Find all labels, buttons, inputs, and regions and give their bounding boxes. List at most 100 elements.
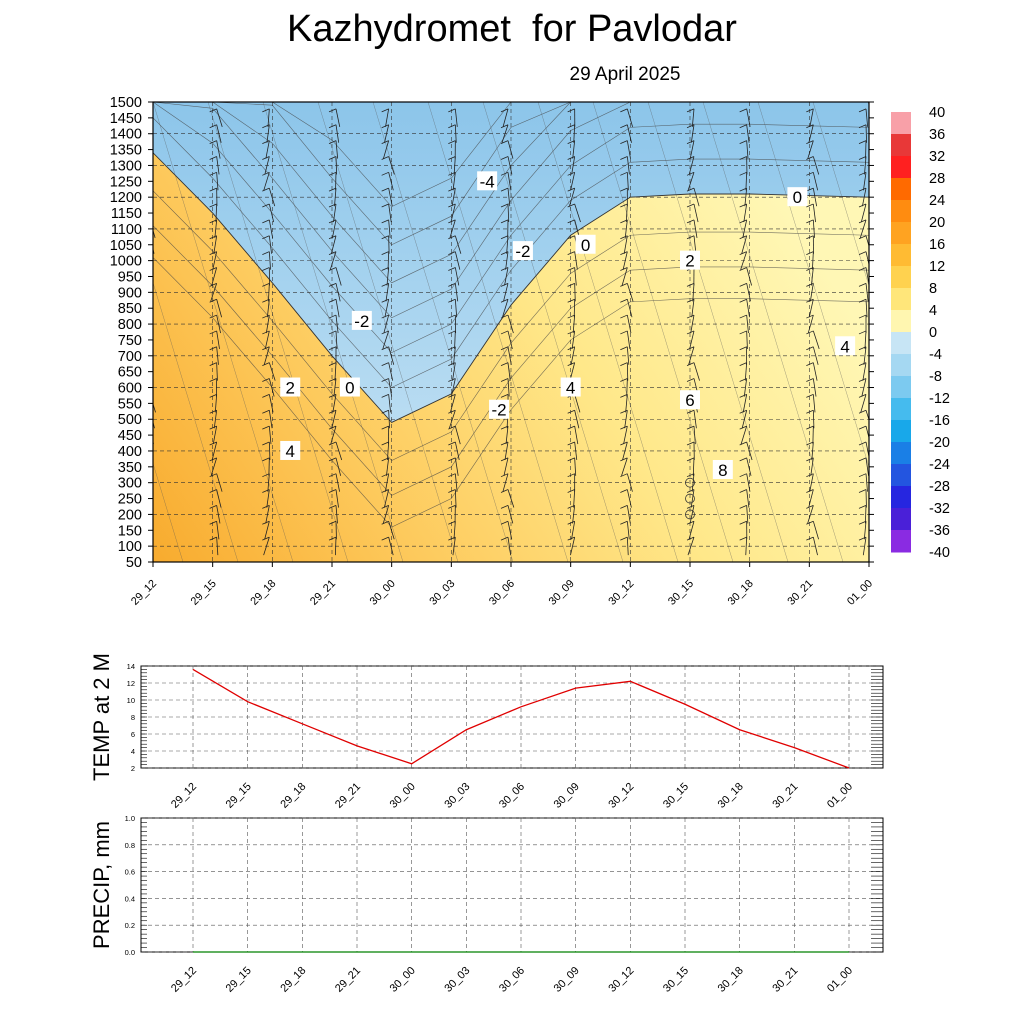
wind-barb-flag xyxy=(858,267,867,271)
wind-barb-flag xyxy=(620,235,628,240)
wind-barb xyxy=(689,330,695,350)
wind-barb xyxy=(268,378,275,397)
wind-barb xyxy=(216,537,219,556)
wind-barb-flag xyxy=(620,108,628,113)
contour-label-bg-1 xyxy=(512,241,533,261)
wind-barb-flag xyxy=(806,378,814,382)
wind-barb-flag xyxy=(328,219,337,224)
wind-barb-flag xyxy=(567,219,575,224)
wind-barb xyxy=(626,156,630,175)
wind-barb-flag xyxy=(143,379,150,382)
wind-barb xyxy=(807,314,814,334)
wind-barb-flag xyxy=(806,346,814,351)
wind-barb xyxy=(330,425,337,445)
wind-barb xyxy=(690,489,695,508)
wind-barb xyxy=(216,330,220,349)
wind-barb-flag xyxy=(381,108,389,113)
wind-barb-flag xyxy=(739,187,747,192)
wind-barb-flag xyxy=(806,108,814,113)
y-tick-label: 1400 xyxy=(110,127,142,143)
contour-label-10: 6 xyxy=(685,391,694,410)
wind-barb-flag xyxy=(328,520,337,525)
wind-barb-flag xyxy=(448,124,456,129)
wind-barb-flag xyxy=(262,473,270,478)
temp-panel-x-label: 29_18 xyxy=(278,781,308,811)
wind-barb-flag xyxy=(381,378,389,382)
wind-barb xyxy=(693,362,700,381)
wind-barb-flag xyxy=(328,124,337,129)
wind-barb xyxy=(861,378,867,397)
wind-barb-flag xyxy=(448,330,456,335)
wind-barb xyxy=(454,330,456,349)
wind-barb xyxy=(213,410,218,429)
wind-barb-flag xyxy=(448,489,456,493)
wind-barb-flag xyxy=(686,171,695,176)
wind-barb xyxy=(263,346,270,365)
wind-barb-flag xyxy=(262,187,270,192)
wind-barb xyxy=(693,219,698,238)
wind-barb-flag xyxy=(806,362,814,367)
y-tick-label: 300 xyxy=(118,476,142,492)
wind-barb-flag xyxy=(209,378,217,382)
y-tick-label: 700 xyxy=(118,349,142,365)
wind-barb xyxy=(809,283,814,302)
wind-barb xyxy=(574,267,577,286)
wind-barb-flag xyxy=(381,520,389,525)
wind-barb-flag xyxy=(567,536,575,541)
wind-barb-flag xyxy=(620,251,628,255)
wind-barb xyxy=(268,251,271,270)
wind-barb xyxy=(504,267,509,286)
wind-barb-flag xyxy=(686,378,695,382)
colorbar-swatch-4 xyxy=(891,200,911,223)
colorbar-label: -8 xyxy=(929,369,942,385)
wind-barb xyxy=(690,124,695,143)
wind-barb-flag xyxy=(209,520,217,525)
wind-barb xyxy=(507,314,514,334)
precip-panel-y-label: 1.0 xyxy=(125,814,135,823)
colorbar-swatch-14 xyxy=(891,420,911,443)
wind-barb xyxy=(388,394,392,413)
temp-panel-x-label: 29_21 xyxy=(333,781,363,811)
wind-barb xyxy=(267,473,270,492)
wind-barb-flag xyxy=(500,235,509,240)
colorbar-swatch-17 xyxy=(891,486,911,509)
wind-barb xyxy=(626,378,628,397)
wind-barb-flag xyxy=(328,298,337,303)
y-tick-label: 850 xyxy=(118,301,142,317)
precip-panel-frame xyxy=(140,817,884,953)
wind-barb-flag xyxy=(209,489,217,493)
wind-barb xyxy=(863,172,867,191)
wind-barb-flag xyxy=(858,124,867,129)
wind-barb-flag xyxy=(567,235,575,240)
wind-barb xyxy=(744,362,748,381)
wind-barb-flag xyxy=(328,156,337,160)
wind-barb-flag xyxy=(858,425,867,430)
wind-barb-flag xyxy=(381,330,389,335)
wind-barb xyxy=(449,394,456,413)
precip-panel-x-label: 30_06 xyxy=(497,965,527,995)
wind-barb xyxy=(214,219,218,238)
wind-barb xyxy=(216,314,221,334)
contour-label-bg-13 xyxy=(712,460,733,479)
wind-barb xyxy=(330,235,337,254)
y-tick-label: 1300 xyxy=(110,158,142,174)
wind-barb xyxy=(571,330,576,349)
wind-barb-flag xyxy=(143,236,150,239)
wind-barb xyxy=(268,188,276,207)
wind-barb-flag xyxy=(262,330,270,335)
wind-barb xyxy=(215,204,218,223)
precip-panel-y-label: 0.6 xyxy=(125,868,135,877)
colorbar-label: 4 xyxy=(929,303,937,319)
wind-barb xyxy=(812,394,816,413)
wind-barb xyxy=(746,315,749,334)
wind-barb xyxy=(864,156,867,175)
contour-line-6 xyxy=(153,462,184,562)
colorbar-swatch-12 xyxy=(891,376,911,399)
wind-barb-flag xyxy=(806,282,814,287)
wind-barb xyxy=(216,156,220,175)
wind-barb xyxy=(388,219,391,238)
wind-barb-flag xyxy=(500,536,509,541)
wind-barb-flag xyxy=(620,282,628,287)
wind-barb-flag xyxy=(143,172,150,175)
wind-barb xyxy=(812,378,817,397)
